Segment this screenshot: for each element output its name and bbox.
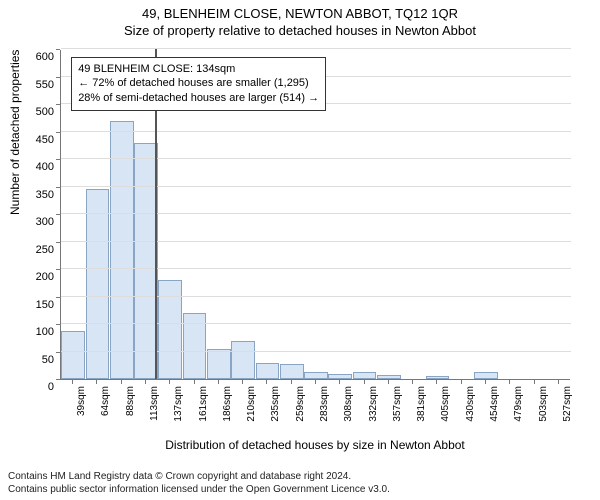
annotation-line: 49 BLENHEIM CLOSE: 134sqm — [78, 62, 319, 77]
y-tick-label: 450 — [36, 134, 54, 146]
x-tick-label: 259sqm — [295, 386, 306, 422]
title-block: 49, BLENHEIM CLOSE, NEWTON ABBOT, TQ12 1… — [0, 0, 600, 38]
histogram-bar — [110, 121, 134, 380]
histogram-bar — [377, 375, 401, 379]
histogram-bar — [280, 364, 304, 379]
histogram-bar — [304, 372, 328, 379]
histogram-bar — [207, 349, 231, 379]
histogram-bar — [231, 341, 255, 380]
x-tick-label: 308sqm — [343, 386, 354, 422]
y-tick-label: 50 — [42, 354, 54, 366]
y-tick-label: 100 — [36, 326, 54, 338]
y-tick-label: 150 — [36, 299, 54, 311]
x-tick-label: 381sqm — [416, 386, 427, 422]
y-tick-label: 250 — [36, 244, 54, 256]
x-tick-label: 527sqm — [562, 386, 573, 422]
x-tick-label: 430sqm — [465, 386, 476, 422]
x-tick-label: 479sqm — [513, 386, 524, 422]
y-tick-label: 0 — [48, 381, 54, 393]
histogram-bar — [134, 143, 158, 380]
y-tick-label: 200 — [36, 271, 54, 283]
x-tick-label: 39sqm — [76, 386, 87, 416]
y-axis: 050100150200250300350400450500550600 — [0, 50, 60, 380]
x-tick-label: 405sqm — [440, 386, 451, 422]
x-tick-label: 88sqm — [125, 386, 136, 416]
y-tick-label: 600 — [36, 51, 54, 63]
title-sub: Size of property relative to detached ho… — [0, 23, 600, 38]
title-main: 49, BLENHEIM CLOSE, NEWTON ABBOT, TQ12 1… — [0, 6, 600, 21]
histogram-bar — [353, 372, 377, 379]
annotation-line: ← 72% of detached houses are smaller (1,… — [78, 76, 319, 91]
x-axis-label: Distribution of detached houses by size … — [60, 438, 570, 452]
footer-line-2: Contains public sector information licen… — [8, 483, 390, 496]
footer-line-1: Contains HM Land Registry data © Crown c… — [8, 470, 390, 483]
y-tick-label: 400 — [36, 161, 54, 173]
y-tick-label: 300 — [36, 216, 54, 228]
annotation-box: 49 BLENHEIM CLOSE: 134sqm← 72% of detach… — [71, 57, 326, 112]
x-tick-label: 503sqm — [538, 386, 549, 422]
x-tick-label: 454sqm — [489, 386, 500, 422]
x-tick-label: 332sqm — [368, 386, 379, 422]
x-tick-label: 283sqm — [319, 386, 330, 422]
histogram-bar — [474, 372, 498, 379]
y-tick-label: 500 — [36, 106, 54, 118]
x-tick-label: 235sqm — [270, 386, 281, 422]
footer: Contains HM Land Registry data © Crown c… — [8, 470, 390, 496]
chart-plot-area: 49 BLENHEIM CLOSE: 134sqm← 72% of detach… — [60, 50, 570, 380]
histogram-bar — [426, 376, 450, 379]
chart-container: 49, BLENHEIM CLOSE, NEWTON ABBOT, TQ12 1… — [0, 0, 600, 500]
x-tick-label: 357sqm — [392, 386, 403, 422]
x-tick-label: 64sqm — [100, 386, 111, 416]
x-tick-label: 210sqm — [246, 386, 257, 422]
y-tick-label: 550 — [36, 79, 54, 91]
annotation-line: 28% of semi-detached houses are larger (… — [78, 91, 319, 106]
histogram-bar — [61, 331, 85, 379]
x-tick-label: 186sqm — [222, 386, 233, 422]
x-tick-label: 161sqm — [198, 386, 209, 422]
histogram-bar — [256, 363, 280, 380]
x-tick-label: 113sqm — [149, 386, 160, 421]
histogram-bar — [328, 374, 352, 380]
x-tick-label: 137sqm — [173, 386, 184, 422]
y-tick-label: 350 — [36, 189, 54, 201]
